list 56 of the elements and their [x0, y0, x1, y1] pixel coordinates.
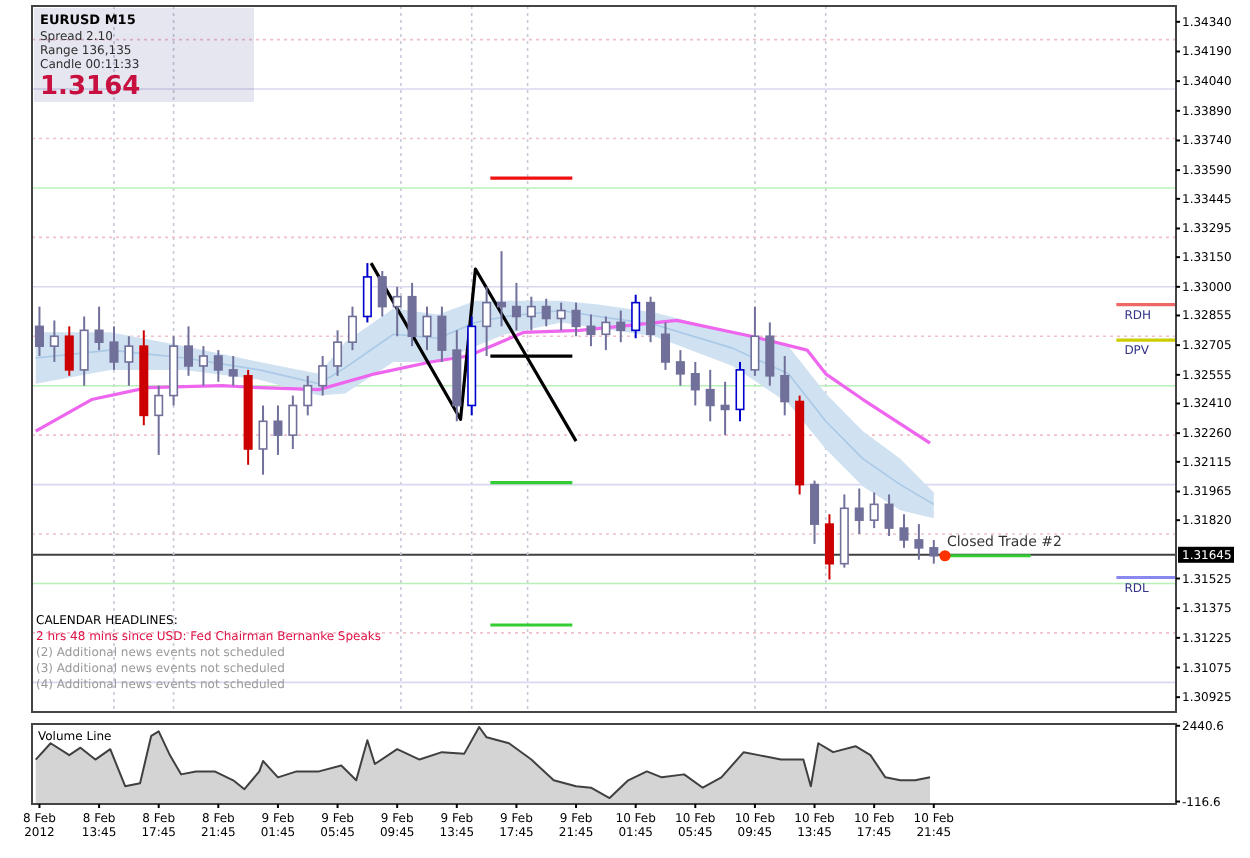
candlestick — [49, 319, 59, 363]
annotation: 1.3164 — [40, 72, 141, 102]
candlestick — [526, 295, 536, 332]
candlestick — [79, 315, 89, 387]
candlestick — [347, 305, 357, 352]
candlestick — [377, 270, 387, 318]
candlestick — [705, 368, 715, 423]
candlestick — [183, 325, 194, 377]
candlestick — [750, 305, 760, 377]
candlestick — [228, 355, 238, 387]
candlestick — [541, 297, 551, 328]
candlestick — [884, 493, 894, 537]
candlestick — [824, 513, 834, 581]
candlestick — [318, 355, 328, 397]
candlestick — [810, 479, 820, 545]
candlestick — [929, 538, 939, 565]
candlestick — [64, 325, 74, 377]
candlestick — [303, 374, 313, 417]
candlestick — [154, 384, 164, 456]
candlestick — [362, 262, 372, 324]
candlestick — [586, 313, 596, 348]
candlestick — [765, 321, 775, 387]
candlestick — [690, 360, 700, 407]
candlestick — [869, 491, 879, 530]
candlestick — [854, 487, 864, 536]
line-series — [369, 261, 578, 443]
candlestick — [437, 305, 447, 363]
candlestick — [288, 394, 298, 450]
candlestick — [720, 380, 730, 437]
candlestick — [660, 321, 671, 371]
candlestick — [482, 285, 492, 358]
candlestick — [601, 315, 611, 352]
candlestick — [94, 305, 104, 352]
candlestick — [34, 305, 44, 358]
candlestick — [497, 250, 507, 328]
candlestick — [333, 329, 343, 377]
candlestick — [109, 325, 119, 371]
candlestick — [124, 335, 134, 387]
candlestick — [616, 309, 626, 344]
candlestick — [899, 513, 909, 549]
candlestick — [511, 281, 521, 332]
candlestick — [198, 345, 208, 387]
candlestick — [914, 523, 924, 561]
candlestick — [213, 349, 223, 383]
candlestick — [556, 301, 566, 332]
candlestick — [422, 305, 432, 352]
candlestick — [392, 285, 402, 338]
candlestick — [631, 293, 641, 340]
candlestick — [780, 355, 790, 417]
candlestick — [571, 301, 581, 338]
candlestick — [735, 360, 745, 423]
candlestick — [407, 281, 417, 348]
candlestick — [258, 404, 268, 476]
candlestick — [675, 349, 685, 387]
candlestick — [273, 404, 283, 456]
candlestick — [646, 295, 656, 344]
